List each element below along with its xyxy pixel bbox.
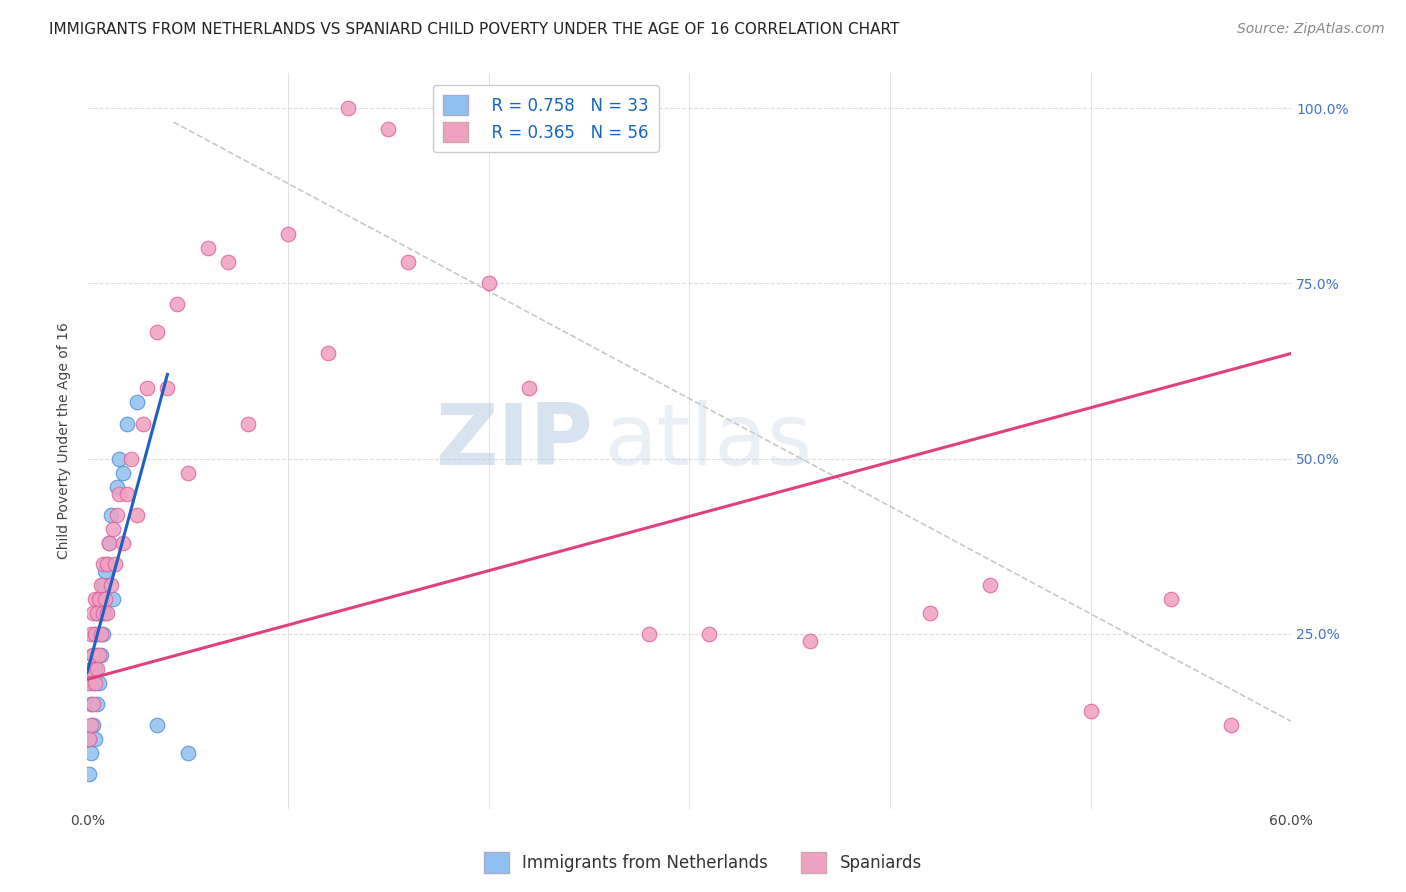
Point [84, 627, 107, 641]
Point [89, 648, 111, 662]
Point [90, 648, 112, 662]
Point [82, 697, 104, 711]
Point [979, 578, 1001, 592]
Point [82, 606, 104, 620]
Point [94, 606, 117, 620]
Point [136, 381, 159, 395]
Point [108, 451, 131, 466]
Point [1160, 591, 1182, 606]
Point [80, 627, 103, 641]
Point [105, 508, 128, 522]
Point [86, 662, 108, 676]
Point [82, 718, 104, 732]
Point [84, 662, 107, 676]
Point [112, 466, 135, 480]
Point [80, 718, 103, 732]
Point [80, 662, 103, 676]
Point [176, 746, 198, 760]
Point [104, 557, 127, 571]
Point [799, 633, 821, 648]
Point [103, 591, 125, 606]
Point [98, 535, 121, 549]
Point [100, 578, 122, 592]
Point [89, 591, 111, 606]
Text: IMMIGRANTS FROM NETHERLANDS VS SPANIARD CHILD POVERTY UNDER THE AGE OF 16 CORREL: IMMIGRANTS FROM NETHERLANDS VS SPANIARD … [49, 22, 900, 37]
Point [84, 676, 107, 690]
Point [91, 578, 114, 592]
Point [477, 277, 499, 291]
Point [89, 591, 111, 606]
Point [77, 731, 100, 746]
Point [108, 486, 131, 500]
Point [156, 381, 179, 395]
Point [90, 606, 112, 620]
Point [146, 718, 169, 732]
Point [96, 557, 118, 571]
Point [89, 627, 111, 641]
Point [920, 606, 942, 620]
Point [82, 648, 104, 662]
Point [86, 648, 108, 662]
Point [697, 627, 720, 641]
Point [105, 480, 128, 494]
Point [77, 731, 100, 746]
Point [90, 578, 112, 592]
Point [96, 606, 118, 620]
Text: Source: ZipAtlas.com: Source: ZipAtlas.com [1237, 22, 1385, 37]
Point [96, 557, 118, 571]
Point [517, 381, 540, 395]
Point [82, 648, 104, 662]
Point [236, 417, 259, 431]
Point [316, 346, 339, 360]
Point [84, 731, 107, 746]
Point [86, 606, 108, 620]
Point [103, 522, 125, 536]
Point [91, 557, 114, 571]
Point [86, 697, 108, 711]
Point [377, 122, 399, 136]
Point [89, 676, 111, 690]
Point [117, 417, 139, 431]
Point [166, 297, 188, 311]
Point [112, 535, 135, 549]
Point [94, 591, 117, 606]
Point [217, 255, 239, 269]
Point [396, 255, 419, 269]
Point [77, 676, 100, 690]
Point [94, 564, 117, 578]
Point [277, 227, 299, 242]
Point [1220, 718, 1243, 732]
Point [638, 627, 661, 641]
Point [90, 627, 112, 641]
Point [197, 241, 219, 255]
Point [91, 606, 114, 620]
Point [117, 486, 139, 500]
Point [82, 676, 104, 690]
Point [84, 591, 107, 606]
Point [1080, 704, 1102, 718]
Legend: Immigrants from Netherlands, Spaniards: Immigrants from Netherlands, Spaniards [477, 846, 929, 880]
Point [84, 627, 107, 641]
Point [127, 395, 149, 409]
Legend:   R = 0.758   N = 33,   R = 0.365   N = 56: R = 0.758 N = 33, R = 0.365 N = 56 [433, 85, 658, 153]
Point [146, 326, 169, 340]
Point [77, 767, 100, 781]
Point [91, 627, 114, 641]
Point [98, 535, 121, 549]
Point [80, 746, 103, 760]
Point [120, 451, 142, 466]
Point [86, 606, 108, 620]
Point [127, 508, 149, 522]
Y-axis label: Child Poverty Under the Age of 16: Child Poverty Under the Age of 16 [58, 323, 72, 559]
Point [100, 508, 122, 522]
Point [132, 417, 155, 431]
Text: ZIP: ZIP [436, 400, 593, 483]
Text: atlas: atlas [605, 400, 813, 483]
Point [337, 101, 360, 115]
Point [176, 466, 198, 480]
Point [80, 697, 103, 711]
